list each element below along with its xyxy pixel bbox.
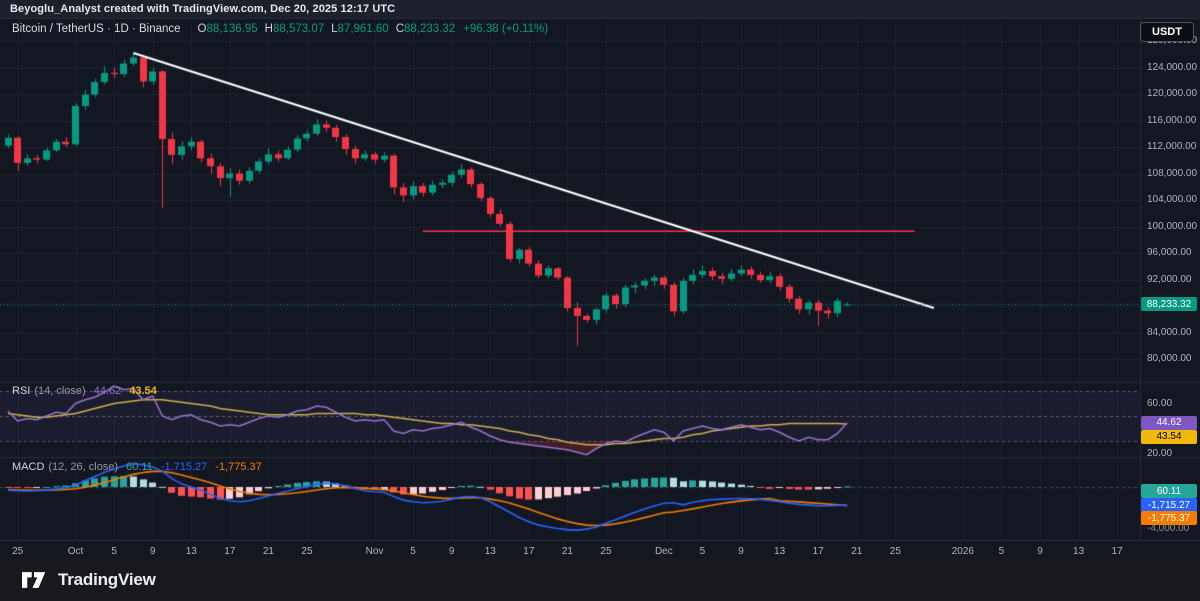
price-tick-label: 92,000.00 (1147, 273, 1192, 285)
time-tick-label: 21 (851, 546, 863, 557)
symbol-legend[interactable]: Bitcoin / TetherUS · 1D · Binance O88,136… (12, 23, 548, 35)
attribution-text: Beyoglu_Analyst created with TradingView… (10, 3, 396, 15)
time-tick-label: 13 (1073, 546, 1085, 557)
change-value: +96.38 (+0.11%) (463, 23, 549, 35)
time-tick-label: 9 (149, 546, 156, 557)
time-tick-label: 21 (561, 546, 573, 557)
price-tick-label: 112,000.00 (1147, 141, 1197, 152)
rsi-legend[interactable]: RSI (14, close) 44.62 43.54 (12, 385, 157, 397)
high-label: H (264, 23, 273, 35)
time-tick-label: 17 (812, 546, 824, 557)
time-tick-label: 25 (889, 546, 901, 557)
macd-line-badge: -1,715.27 (1141, 498, 1197, 513)
close-label: C (395, 23, 405, 35)
rsi-tick-label: 60.00 (1147, 397, 1173, 409)
time-tick-label: 25 (600, 546, 612, 557)
price-tick-label: 108,000.00 (1147, 167, 1198, 179)
attribution-bar: Beyoglu_Analyst created with TradingView… (0, 0, 1200, 19)
time-tick-label: 25 (301, 546, 313, 557)
price-tick-label: 124,000.00 (1147, 61, 1198, 73)
close-value: 88,233.32 (404, 23, 456, 35)
macd-hist-badge: 60.11 (1141, 484, 1197, 499)
time-tick-label: 9 (738, 546, 744, 557)
time-tick-label: 9 (1037, 546, 1043, 557)
footer-bar: TradingView (0, 558, 1200, 601)
brand-text[interactable]: TradingView (58, 569, 156, 589)
time-tick-label: 13 (185, 546, 197, 557)
macd-params: (12, 26, close) (48, 461, 119, 473)
high-value: 88,573.07 (272, 23, 325, 35)
time-tick-label: 5 (699, 546, 706, 557)
price-tick-label: 120,000.00 (1147, 88, 1198, 99)
time-tick-label: 13 (484, 546, 496, 557)
rsi-ma-badge: 43.54 (1141, 429, 1197, 444)
rsi-ma-value: 43.54 (129, 385, 157, 397)
time-tick-label: 5 (111, 546, 117, 557)
rsi-value: 44.62 (93, 385, 122, 397)
time-tick-label: 2026 (951, 546, 974, 557)
time-tick-label: 17 (224, 546, 236, 557)
time-tick-label: 21 (262, 546, 274, 557)
price-badge: 88,233.32 (1141, 297, 1197, 312)
price-tick-label: 80,000.00 (1147, 353, 1192, 365)
open-value: 88,136.95 (206, 23, 258, 35)
macd-line-value: -1,715.27 (160, 461, 208, 473)
time-tick-label: Dec (654, 546, 673, 557)
rsi-value-badge: 44.62 (1141, 415, 1197, 430)
time-tick-label: 9 (448, 546, 455, 557)
time-tick-label: Oct (67, 546, 84, 557)
rsi-params: (14, close) (34, 385, 86, 397)
open-label: O (197, 23, 207, 35)
macd-hist-value: 60.11 (126, 461, 153, 473)
price-tick-label: 96,000.00 (1147, 247, 1192, 258)
currency-button[interactable]: USDT (1140, 22, 1194, 42)
time-tick-label: 25 (12, 546, 24, 557)
price-tick-label: 116,000.00 (1147, 114, 1197, 126)
rsi-tick-label: 20.00 (1147, 447, 1173, 459)
macd-title: MACD (12, 461, 45, 473)
macd-axis-label: -4,000.00 (1147, 523, 1190, 535)
symbol-title: Bitcoin / TetherUS · 1D · Binance (12, 23, 181, 35)
price-tick-label: 84,000.00 (1147, 326, 1192, 338)
time-tick-label: 17 (1111, 546, 1123, 557)
price-tick-label: 104,000.00 (1147, 194, 1198, 205)
macd-signal-badge: -1,775.37 (1141, 511, 1197, 526)
low-label: L (331, 23, 338, 35)
macd-legend[interactable]: MACD (12, 26, close) 60.11 -1,715.27 -1,775.… (12, 461, 262, 473)
time-tick-label: 13 (774, 546, 786, 557)
macd-signal-value: -1,775.37 (215, 461, 262, 473)
price-tick-label: 100,000.00 (1147, 220, 1198, 232)
time-tick-label: Nov (365, 546, 384, 557)
tradingview-logo[interactable] (22, 571, 49, 588)
time-tick-label: 5 (410, 546, 416, 557)
time-tick-label: 17 (523, 546, 535, 557)
time-tick-label: 5 (998, 546, 1005, 557)
low-value: 87,961.60 (337, 23, 389, 35)
rsi-title: RSI (12, 385, 31, 397)
